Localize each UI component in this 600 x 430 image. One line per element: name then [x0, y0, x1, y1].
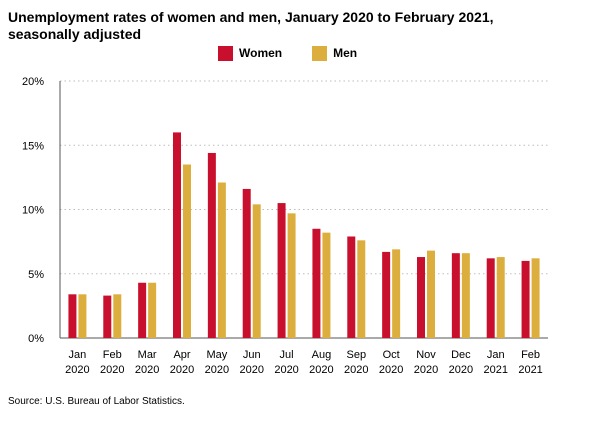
x-tick-label-month: Jan — [487, 349, 505, 361]
x-tick-label-month: Sep — [346, 349, 366, 361]
x-tick-label-year: 2020 — [100, 364, 124, 376]
x-tick-label-month: Jun — [243, 349, 261, 361]
x-tick-label-month: Mar — [138, 349, 157, 361]
bar-men: Jan 2020: 3.4% — [78, 294, 87, 338]
x-tick-label-year: 2020 — [274, 364, 298, 376]
x-tick-label-year: 2020 — [135, 364, 159, 376]
bar-men: May 2020: 12.1% — [217, 182, 226, 338]
y-tick-label: 10% — [22, 205, 44, 217]
x-tick-label-month: Jul — [280, 349, 294, 361]
bar-men: Jun 2020: 10.4% — [252, 204, 261, 338]
bar-men: Feb 2020: 3.4% — [113, 294, 122, 338]
bar-women: Sep 2020: 7.9% — [347, 236, 356, 338]
bar-women: Apr 2020: 16% — [173, 132, 181, 338]
bar-women: Jun 2020: 11.6% — [242, 188, 251, 338]
bar-women: Jul 2020: 10.5% — [277, 203, 286, 338]
x-tick-label-month: Feb — [521, 349, 540, 361]
x-tick-label-month: Aug — [312, 349, 332, 361]
bar-men: Jul 2020: 9.7% — [287, 213, 296, 338]
source-note: Source: U.S. Bureau of Labor Statistics. — [8, 396, 185, 407]
x-tick-label-year: 2020 — [205, 364, 229, 376]
legend-swatch-men — [312, 45, 328, 61]
y-tick-label: 0% — [28, 333, 44, 345]
x-tick-label-year: 2020 — [170, 364, 194, 376]
bar-women: Jan 2021: 6.2% — [486, 258, 495, 338]
x-tick-label-month: Jan — [69, 349, 87, 361]
bar-men: Sep 2020: 7.6% — [357, 240, 366, 338]
x-tick-label-month: Apr — [173, 349, 190, 361]
bar-men: Dec 2020: 6.6% — [461, 253, 470, 338]
x-tick-label-year: 2020 — [239, 364, 263, 376]
y-tick-label: 20% — [22, 76, 44, 88]
bar-men: Feb 2021: 6.2% — [531, 258, 540, 338]
chart-title: Unemployment rates of women and men, Jan… — [8, 9, 494, 42]
x-tick-label-year: 2020 — [344, 364, 368, 376]
bar-women: May 2020: 14.4% — [207, 152, 216, 338]
x-tick-label-month: Dec — [451, 349, 471, 361]
bar-men: Oct 2020: 6.9% — [392, 249, 401, 338]
chart-legend: Women Men — [218, 44, 387, 62]
bar-women: Feb 2021: 6% — [521, 260, 530, 338]
x-tick-label-year: 2021 — [518, 364, 542, 376]
bar-women: Aug 2020: 8.5% — [312, 228, 321, 338]
x-tick-label-month: Feb — [103, 349, 122, 361]
bar-men: Aug 2020: 8.2% — [322, 232, 331, 338]
x-tick-label-year: 2020 — [309, 364, 333, 376]
legend-item-men: Men — [312, 45, 358, 61]
bar-men: Jan 2021: 6.3% — [496, 257, 505, 338]
bar-women: Oct 2020: 6.7% — [382, 251, 391, 338]
bar-chart: 0% 5% 10% 15% 20% Jan 2020: 3.4%Jan 2020: 3.4… — [22, 76, 548, 376]
bar-men: Apr 2020: 13.5% — [183, 164, 191, 338]
x-tick-label-month: Nov — [416, 349, 436, 361]
bar-women: Jan 2020: 3.4% — [68, 294, 77, 338]
x-tick-label-year: 2020 — [449, 364, 473, 376]
y-tick-label: 5% — [28, 269, 44, 281]
y-tick-label: 15% — [22, 140, 44, 152]
bar-women: Mar 2020: 4.3% — [138, 282, 147, 338]
bar-women: Nov 2020: 6.3% — [417, 257, 425, 338]
legend-label-men: Men — [333, 46, 358, 60]
legend-swatch-women — [218, 45, 233, 61]
bar-women: Dec 2020: 6.6% — [451, 253, 460, 338]
legend-label-women: Women — [239, 46, 283, 60]
x-tick-label-month: Oct — [383, 349, 400, 361]
legend-item-women: Women — [218, 45, 283, 61]
x-tick-label-year: 2021 — [483, 364, 507, 376]
x-tick-label-year: 2020 — [379, 364, 403, 376]
x-tick-label-month: May — [206, 349, 227, 361]
x-tick-label-year: 2020 — [414, 364, 438, 376]
bar-women: Feb 2020: 3.3% — [103, 295, 112, 338]
bar-men: Mar 2020: 4.3% — [148, 282, 157, 338]
x-tick-label-year: 2020 — [65, 364, 89, 376]
bar-men: Nov 2020: 6.8% — [427, 250, 435, 338]
